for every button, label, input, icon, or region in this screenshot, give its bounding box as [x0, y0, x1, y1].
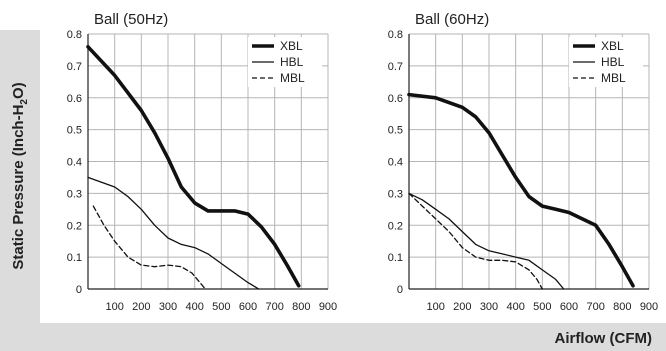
- chart-2-x-tick-label: 800: [613, 301, 631, 313]
- chart-2-y-tick-label: 0: [397, 284, 403, 296]
- chart-1-y-tick-label: 0.5: [67, 125, 82, 137]
- chart-2-series-xbl: [407, 92, 635, 288]
- chart-1-series-hbl: [87, 176, 260, 290]
- chart-2-x-tick-label: 300: [480, 301, 498, 313]
- chart-1-legend-label-hbl: HBL: [280, 55, 304, 69]
- chart-2-y-tick-label: 0.1: [388, 252, 403, 264]
- chart-1-x-tick-label: 100: [105, 301, 123, 313]
- chart-2-legend-label-hbl: HBL: [601, 55, 625, 69]
- chart-2-legend-label-mbl: MBL: [601, 71, 626, 85]
- chart-1-series-xbl: [86, 45, 301, 288]
- chart-1-y-tick-label: 0.3: [67, 188, 82, 200]
- chart-1-title: Ball (50Hz): [94, 11, 168, 28]
- chart-1: 0 0.1 0.2 0.3 0.4 0.5 0.6 0.7 0.8 100 200 300 400 500…: [67, 11, 337, 313]
- chart-2-series-hbl: [408, 192, 565, 290]
- chart-1-x-tick-label: 400: [185, 301, 203, 313]
- chart-2-x-tick-label: 500: [533, 301, 551, 313]
- chart-2-x-tick-label: 400: [506, 301, 524, 313]
- chart-2-y-tick-label: 0.4: [388, 157, 403, 169]
- chart-2-x-tick-label: 200: [453, 301, 471, 313]
- chart-1-x-tick-label: 300: [159, 301, 177, 313]
- chart-2-y-tick-label: 0.2: [388, 220, 403, 232]
- chart-2-x-tick-label: 900: [640, 301, 658, 313]
- chart-1-legend-label-xbl: XBL: [280, 39, 303, 53]
- chart-1-y-tick-label: 0.4: [67, 157, 82, 169]
- chart-1-x-tick-label: 700: [265, 301, 283, 313]
- chart-1-y-tick-label: 0.2: [67, 220, 82, 232]
- chart-1-x-tick-label: 500: [212, 301, 230, 313]
- chart-1-x-tick-label: 200: [132, 301, 150, 313]
- chart-1-legend-label-mbl: MBL: [280, 71, 305, 85]
- chart-2-y-tick-label: 0.6: [388, 93, 403, 105]
- chart-2-y-tick-label: 0.3: [388, 188, 403, 200]
- chart-2-y-tick-label: 0.5: [388, 125, 403, 137]
- y-axis-band: [0, 30, 40, 323]
- chart-2-x-tick-label: 100: [426, 301, 444, 313]
- chart-2-legend-label-xbl: XBL: [601, 39, 624, 53]
- chart-1-y-tick-label: 0: [76, 284, 82, 296]
- chart-1-x-tick-label: 600: [239, 301, 257, 313]
- x-axis-band: [0, 323, 666, 351]
- chart-1-x-tick-label: 900: [319, 301, 337, 313]
- x-axis-title: Airflow (CFM): [554, 330, 652, 347]
- chart-1-x-tick-label: 800: [292, 301, 310, 313]
- chart-1-y-tick-label: 0.8: [67, 29, 82, 41]
- chart-2-y-tick-label: 0.7: [388, 61, 403, 73]
- chart-1-y-tick-label: 0.1: [67, 252, 82, 264]
- chart-2-x-tick-label: 700: [586, 301, 604, 313]
- chart-2-series-mbl: [408, 192, 543, 290]
- chart-2-y-tick-label: 0.8: [388, 29, 403, 41]
- chart-2: 0 0.1 0.2 0.3 0.4 0.5 0.6 0.7 0.8 100 200 300 400 500…: [388, 11, 658, 313]
- chart-1-series-mbl: [92, 205, 206, 290]
- chart-1-y-tick-label: 0.7: [67, 61, 82, 73]
- chart-1-y-tick-label: 0.6: [67, 93, 82, 105]
- chart-2-title: Ball (60Hz): [415, 11, 489, 28]
- chart-2-x-tick-label: 600: [560, 301, 578, 313]
